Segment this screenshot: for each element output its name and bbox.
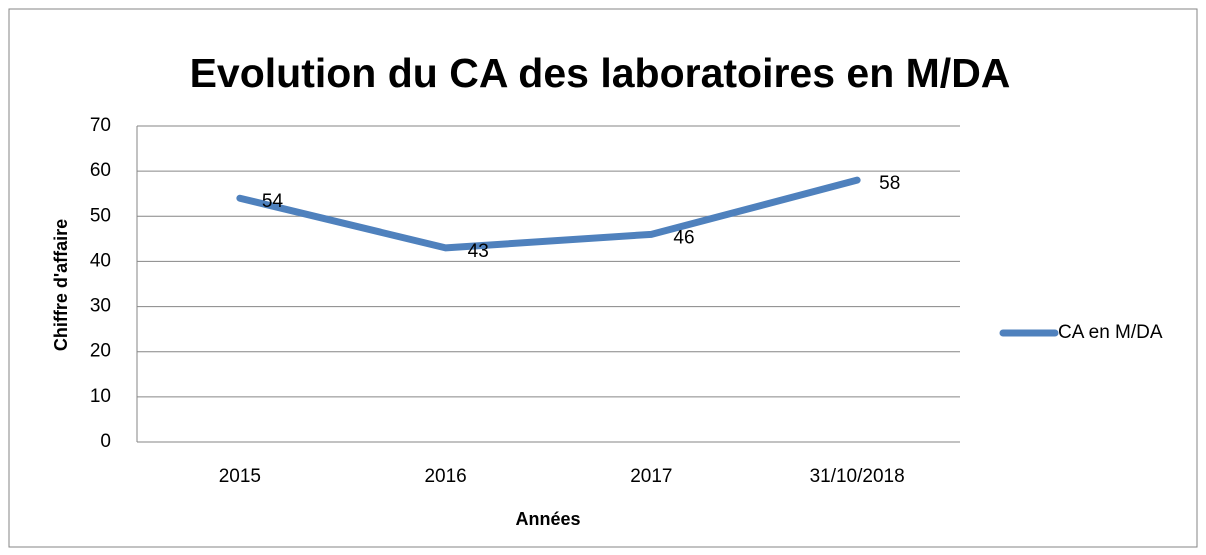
data-label: 54	[262, 191, 284, 212]
data-label: 46	[673, 227, 694, 248]
y-tick-label: 0	[100, 431, 111, 452]
y-tick-label: 70	[90, 115, 111, 136]
data-label: 43	[468, 241, 489, 262]
x-tick-label: 2015	[219, 466, 261, 487]
y-axis-label: Chiffre d'affaire	[51, 219, 71, 351]
data-label: 58	[879, 173, 900, 194]
chart-border	[8, 8, 1198, 548]
y-tick-label: 10	[90, 386, 111, 407]
x-tick-label: 31/10/2018	[810, 466, 905, 487]
x-tick-label: 2016	[424, 466, 466, 487]
y-tick-label: 20	[90, 341, 111, 362]
chart-title: Evolution du CA des laboratoires en M/DA	[190, 50, 1011, 96]
line-series	[236, 176, 861, 252]
y-tick-label: 30	[90, 296, 111, 317]
x-axis-label: Années	[515, 509, 580, 529]
y-tick-label: 50	[90, 205, 111, 226]
y-tick-label: 60	[90, 160, 111, 181]
legend-label: CA en M/DA	[1058, 322, 1163, 343]
x-tick-label: 2017	[630, 466, 672, 487]
y-tick-label: 40	[90, 250, 111, 271]
